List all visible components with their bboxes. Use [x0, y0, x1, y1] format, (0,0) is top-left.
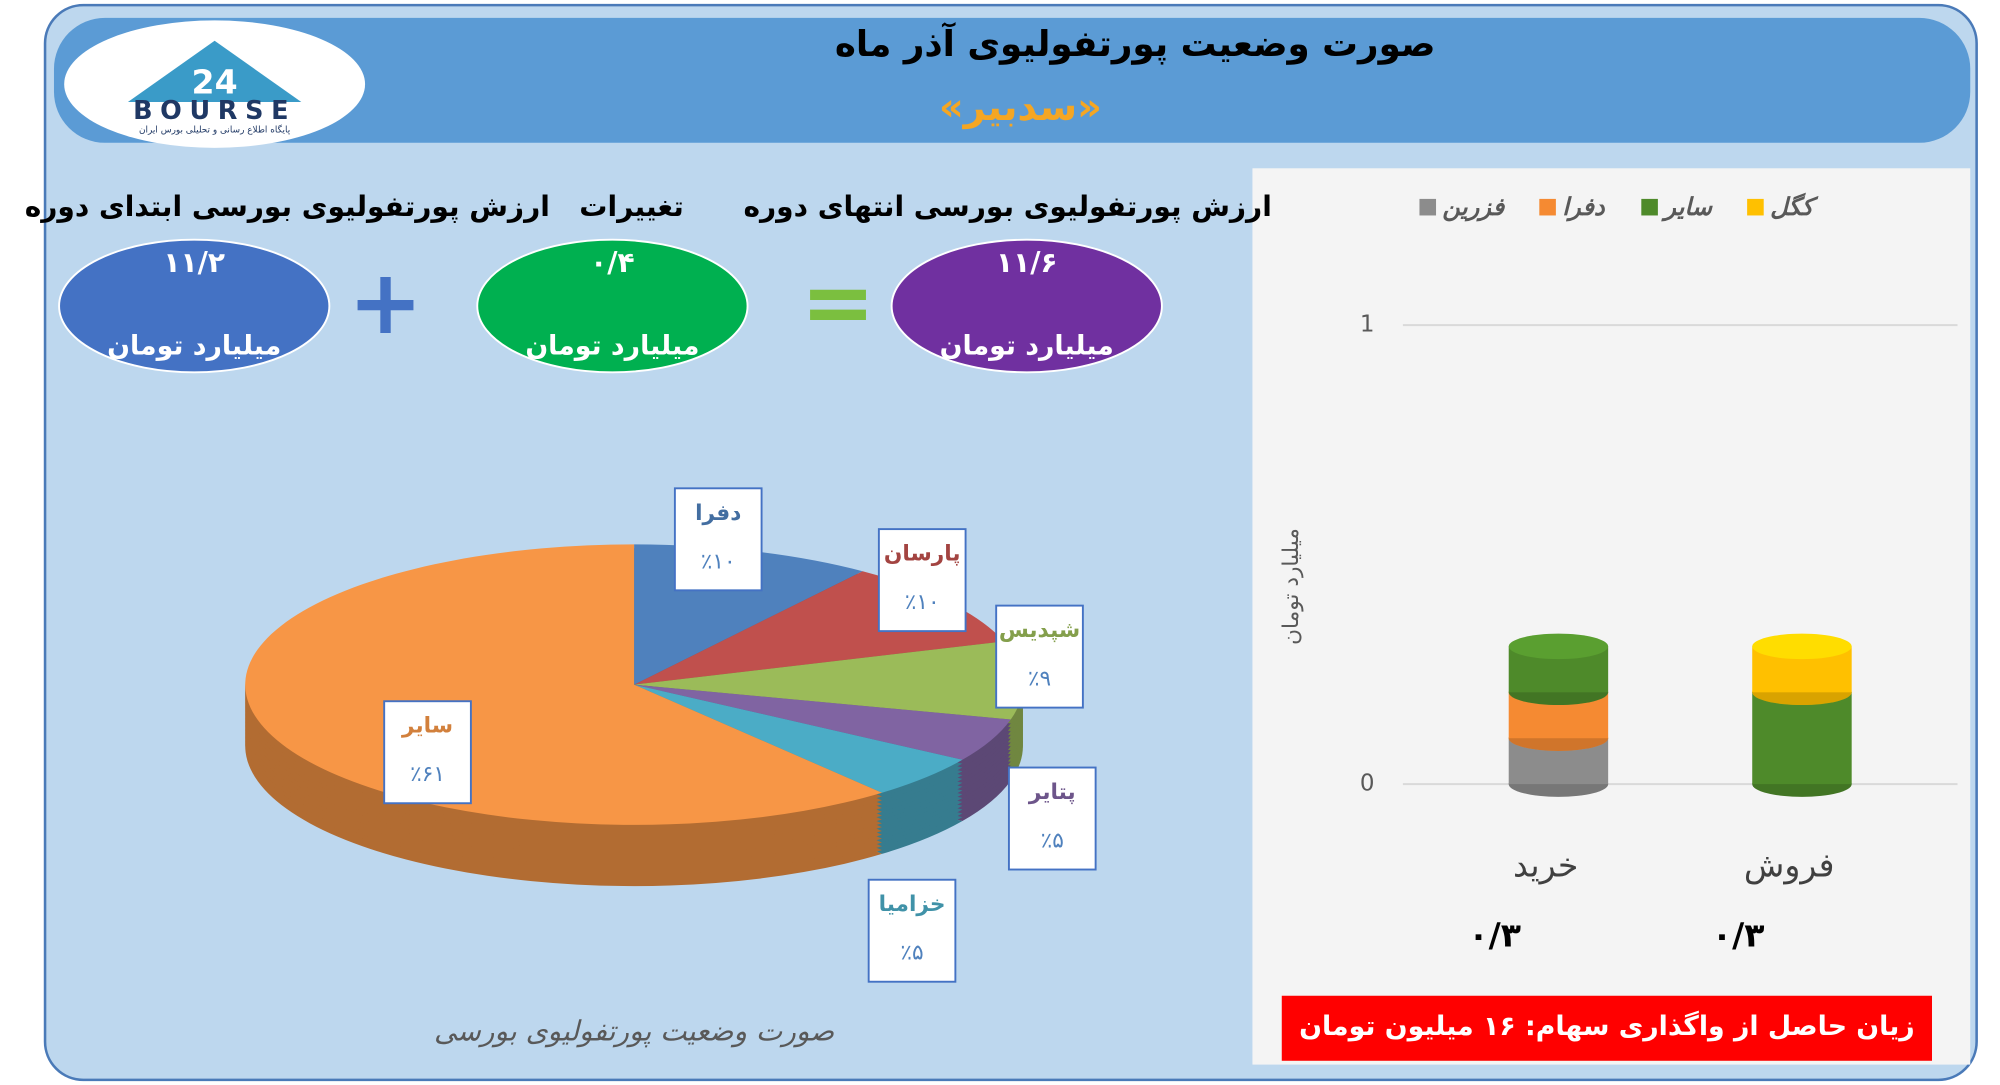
note: زیان حاصل از واگذاری سهام: ۱۶ میلیون توم…	[1299, 1010, 1915, 1042]
logo-mark: 24	[192, 63, 238, 102]
x-tick-label: فروش	[1744, 845, 1835, 884]
legend-swatch	[1419, 198, 1437, 216]
y-tick-label: 1	[1360, 312, 1375, 338]
plus-sign: +	[348, 251, 423, 355]
equals-sign: =	[801, 251, 876, 355]
summary-value: ۰/۴	[590, 246, 634, 279]
slice-name: پتایر	[1028, 780, 1076, 805]
summary-label: ارزش پورتفولیوی بورسی انتهای دوره	[744, 190, 1272, 223]
legend-swatch	[1539, 198, 1556, 216]
summary-unit: میلیارد تومان	[107, 330, 281, 361]
label-box	[673, 487, 763, 592]
legend-swatch	[1747, 198, 1764, 216]
slice-name: پارسان	[884, 542, 961, 567]
legend-label: دفرا	[1562, 193, 1606, 222]
label-box	[877, 528, 967, 633]
slice-value: ٪۵	[900, 941, 923, 966]
header-band	[53, 17, 1971, 143]
summary-oval	[476, 238, 749, 374]
total-label: ۰/۳	[1468, 916, 1521, 955]
logo-name: BOURSE	[133, 96, 296, 126]
summary-unit: میلیارد تومان	[940, 330, 1114, 361]
total-label: ۰/۳	[1712, 916, 1765, 955]
pie-slice	[634, 641, 1023, 720]
slice-value: ٪۱۰	[905, 590, 940, 615]
legend-label: سایر	[1660, 193, 1713, 222]
summary-oval	[890, 238, 1163, 374]
bar-panel	[1252, 168, 1971, 1065]
pie-slice	[634, 684, 963, 793]
slice-value: ٪۵	[1041, 828, 1064, 853]
subtitle: «سدبیر»	[939, 86, 1102, 130]
slice-name: دفرا	[695, 501, 741, 526]
logo-tagline: پایگاه اطلاع رسانی و تحلیلی بورس ایران	[139, 125, 291, 136]
summary-value: ۱۱/۶	[996, 246, 1058, 279]
slice-name: شپدیس	[999, 618, 1080, 643]
summary-label: تغییرات	[579, 190, 683, 223]
label-box	[383, 700, 472, 805]
pie-title: صورت وضعیت پورتفولیوی بورسی	[434, 1015, 834, 1048]
bar-cap	[1508, 633, 1609, 660]
bar	[1752, 692, 1852, 785]
summary-label: ارزش پورتفولیوی بورسی ابتدای دوره	[25, 190, 550, 223]
bar-cap	[1752, 633, 1852, 660]
label-box	[867, 878, 957, 983]
logo-triangle	[127, 40, 302, 102]
y-axis-label: میلیارد تومان	[1279, 528, 1304, 645]
summary-unit: میلیارد تومان	[525, 330, 699, 361]
slice-value: ٪۶۱	[410, 762, 445, 787]
legend-label: کگل	[1770, 192, 1819, 221]
pie-slice	[634, 684, 1011, 760]
slice-name: سایر	[401, 714, 453, 739]
slice-name: خزامیا	[879, 892, 946, 917]
label-box	[1007, 766, 1097, 871]
summary-oval	[58, 238, 331, 374]
slice-value: ٪۹	[1028, 667, 1051, 692]
summary-value: ۱۱/۲	[163, 246, 225, 279]
slice-value: ٪۱۰	[701, 549, 736, 574]
legend-label: فزرین	[1442, 193, 1505, 222]
note-box	[1281, 995, 1933, 1061]
x-tick-label: خرید	[1513, 845, 1578, 884]
title: صورت وضعیت پورتفولیوی آذر ماه	[835, 22, 1436, 65]
label-box	[995, 604, 1084, 709]
legend-swatch	[1641, 198, 1658, 216]
y-tick-label: 0	[1360, 771, 1375, 797]
